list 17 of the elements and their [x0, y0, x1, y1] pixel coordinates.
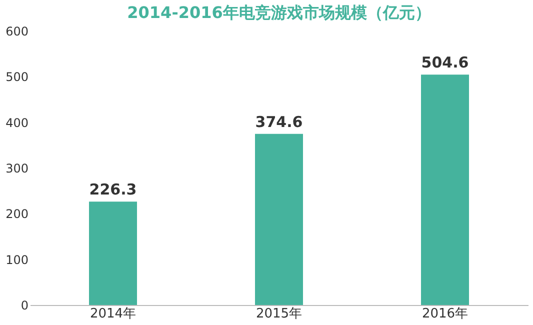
bar	[255, 134, 303, 305]
x-tick-label: 2014年	[90, 306, 136, 322]
bar	[421, 74, 469, 305]
y-tick-label: 300	[6, 162, 28, 176]
data-label: 226.3	[89, 180, 137, 199]
y-tick-label: 0	[20, 298, 28, 312]
data-label: 504.6	[421, 54, 469, 72]
bar	[89, 202, 137, 305]
y-tick-label: 400	[6, 116, 28, 130]
x-tick-label: 2016年	[422, 306, 468, 322]
y-tick-label: 200	[6, 207, 28, 222]
y-tick-label: 100	[6, 252, 28, 267]
y-tick-label: 500	[6, 70, 28, 84]
y-tick-label: 600	[6, 24, 28, 38]
x-tick-label: 2015年	[256, 306, 302, 322]
data-label: 374.6	[255, 112, 303, 131]
chart-title: 2014-2016年电竞游戏市场规模（亿元）	[127, 3, 431, 22]
